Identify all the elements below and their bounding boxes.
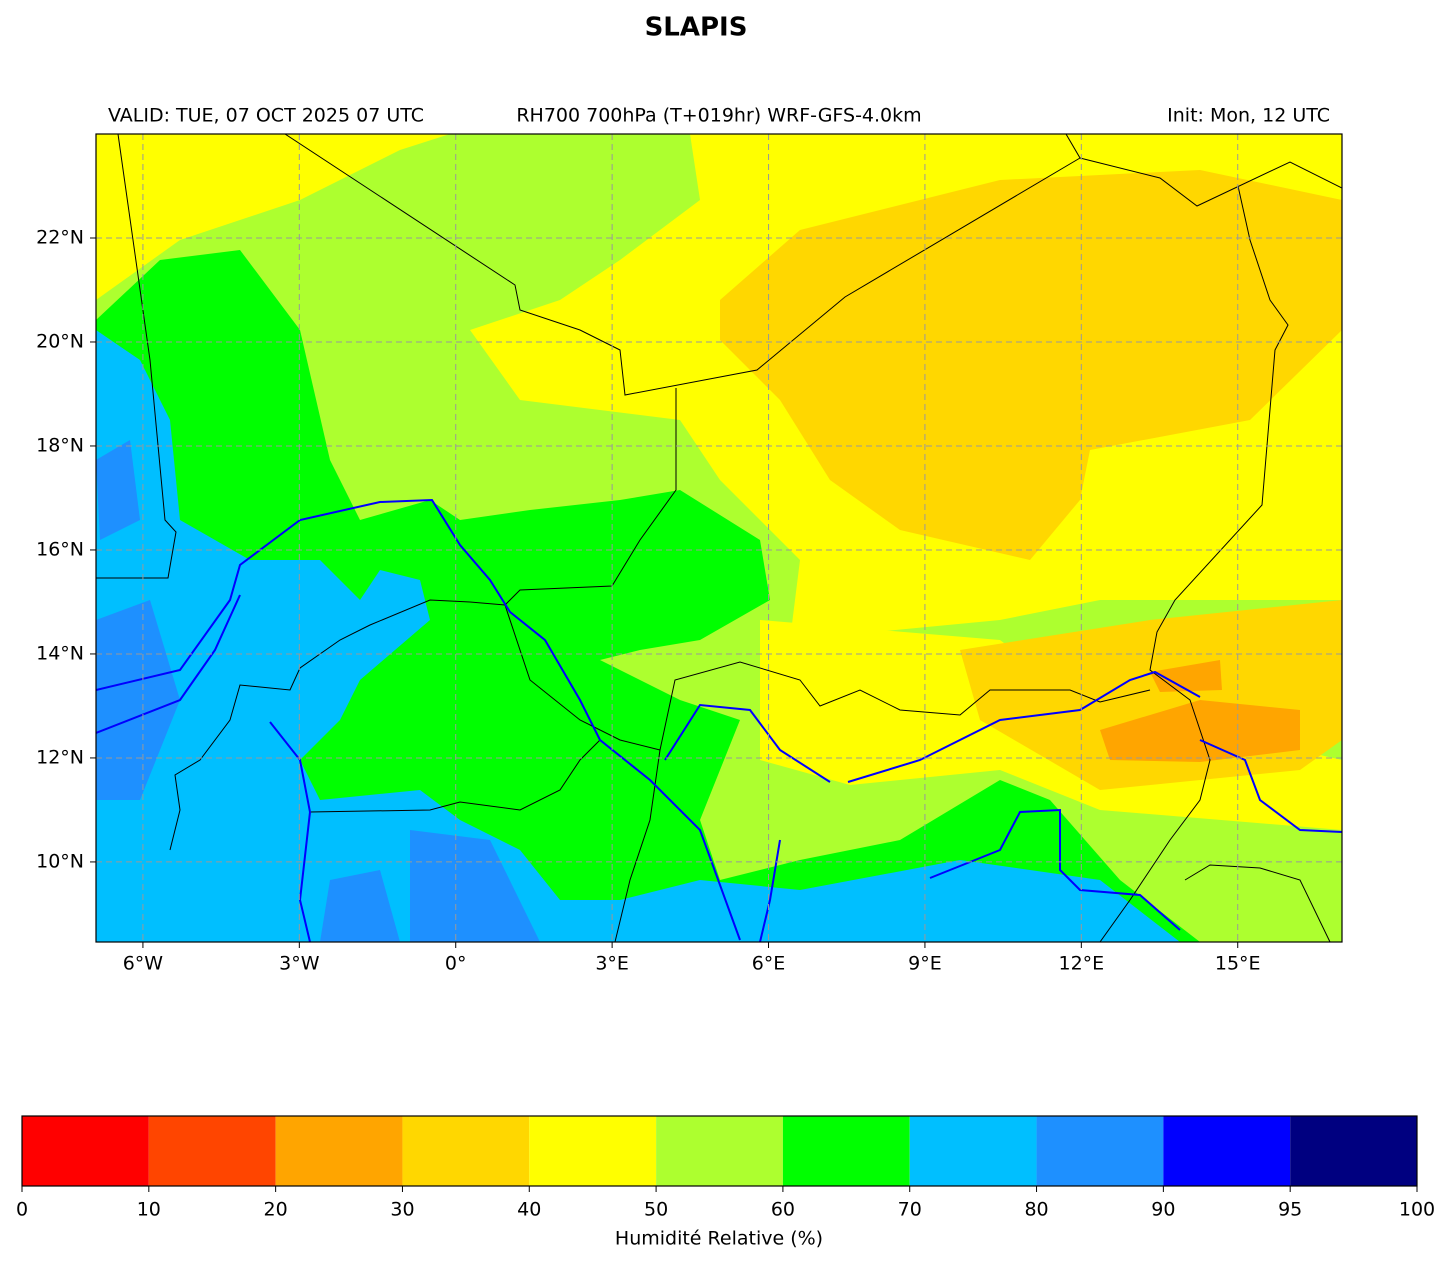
river [664,703,831,783]
product: RH700 700hPa (T+019hr) WRF-GFS-4.0km [516,105,921,127]
river [269,721,312,942]
colorbar-segment [1163,1116,1291,1186]
x-tick-label: 3°E [595,953,629,975]
colorbar-tick-label: 30 [390,1199,414,1221]
colorbar-tick-label: 95 [1278,1199,1302,1221]
colorbar-segment [1290,1116,1417,1186]
colorbar-segment [1036,1116,1164,1186]
map-frame [95,133,1343,943]
colorbar-frame [21,1115,1418,1187]
colorbar-tick-label: 100 [1399,1199,1435,1221]
colorbar-segment [529,1116,657,1186]
y-tick-label: 20°N [36,330,84,352]
field [96,440,140,540]
x-tick-label: 15°E [1215,953,1261,975]
colorbar-tick-label: 80 [1024,1199,1048,1221]
river [96,498,741,941]
init-time: Init: Mon, 12 UTC [1167,105,1330,127]
x-tick-label: 9°E [908,953,942,975]
border [504,604,1151,751]
graticule [90,134,1342,948]
field [410,830,540,942]
x-tick-label: 6°E [752,953,786,975]
field [96,250,1200,942]
valid-time: VALID: TUE, 07 OCT 2025 07 UTC [108,105,424,127]
field [720,170,1342,560]
x-tick-label: 6°W [123,953,164,975]
border [169,388,677,851]
x-tick-label: 12°E [1058,953,1104,975]
colorbar-segment [656,1116,783,1186]
colorbar [21,1116,1418,1192]
colorbar-tick-label: 10 [137,1199,161,1221]
y-tick-label: 16°N [36,538,84,560]
border [1184,864,1331,942]
border [1079,157,1342,207]
river [929,808,1181,931]
river [759,839,781,942]
title: SLAPIS [645,13,748,43]
colorbar-tick-label: 40 [517,1199,541,1221]
river [847,670,1201,783]
x-tick-label: 3°W [279,953,320,975]
colorbar-segment [782,1116,910,1186]
colorbar-tick-label: 50 [644,1199,668,1221]
border [309,739,601,813]
colorbar-tick-label: 0 [16,1199,28,1221]
y-tick-label: 12°N [36,746,84,768]
river [1199,739,1342,833]
colorbar-segment [402,1116,530,1186]
colorbar-segment [148,1116,276,1186]
field [320,870,400,942]
border [284,134,1081,396]
y-tick-label: 10°N [36,850,84,872]
border [1099,185,1289,942]
colorbar-tick-label: 20 [264,1199,288,1221]
map-field [96,134,1342,942]
colorbar-segment [22,1116,149,1186]
colorbar-segment [275,1116,403,1186]
y-tick-label: 14°N [36,642,84,664]
colorbar-tick-label: 70 [898,1199,922,1221]
colorbar-tick-label: 90 [1151,1199,1175,1221]
colorbar-segment [909,1116,1037,1186]
y-tick-label: 22°N [36,226,84,248]
x-tick-label: 0° [445,953,467,975]
y-tick-label: 18°N [36,434,84,456]
border [96,134,177,579]
river [96,594,241,734]
colorbar-tick-label: 60 [771,1199,795,1221]
field [96,600,180,800]
colorbar-label: Humidité Relative (%) [615,1228,823,1250]
